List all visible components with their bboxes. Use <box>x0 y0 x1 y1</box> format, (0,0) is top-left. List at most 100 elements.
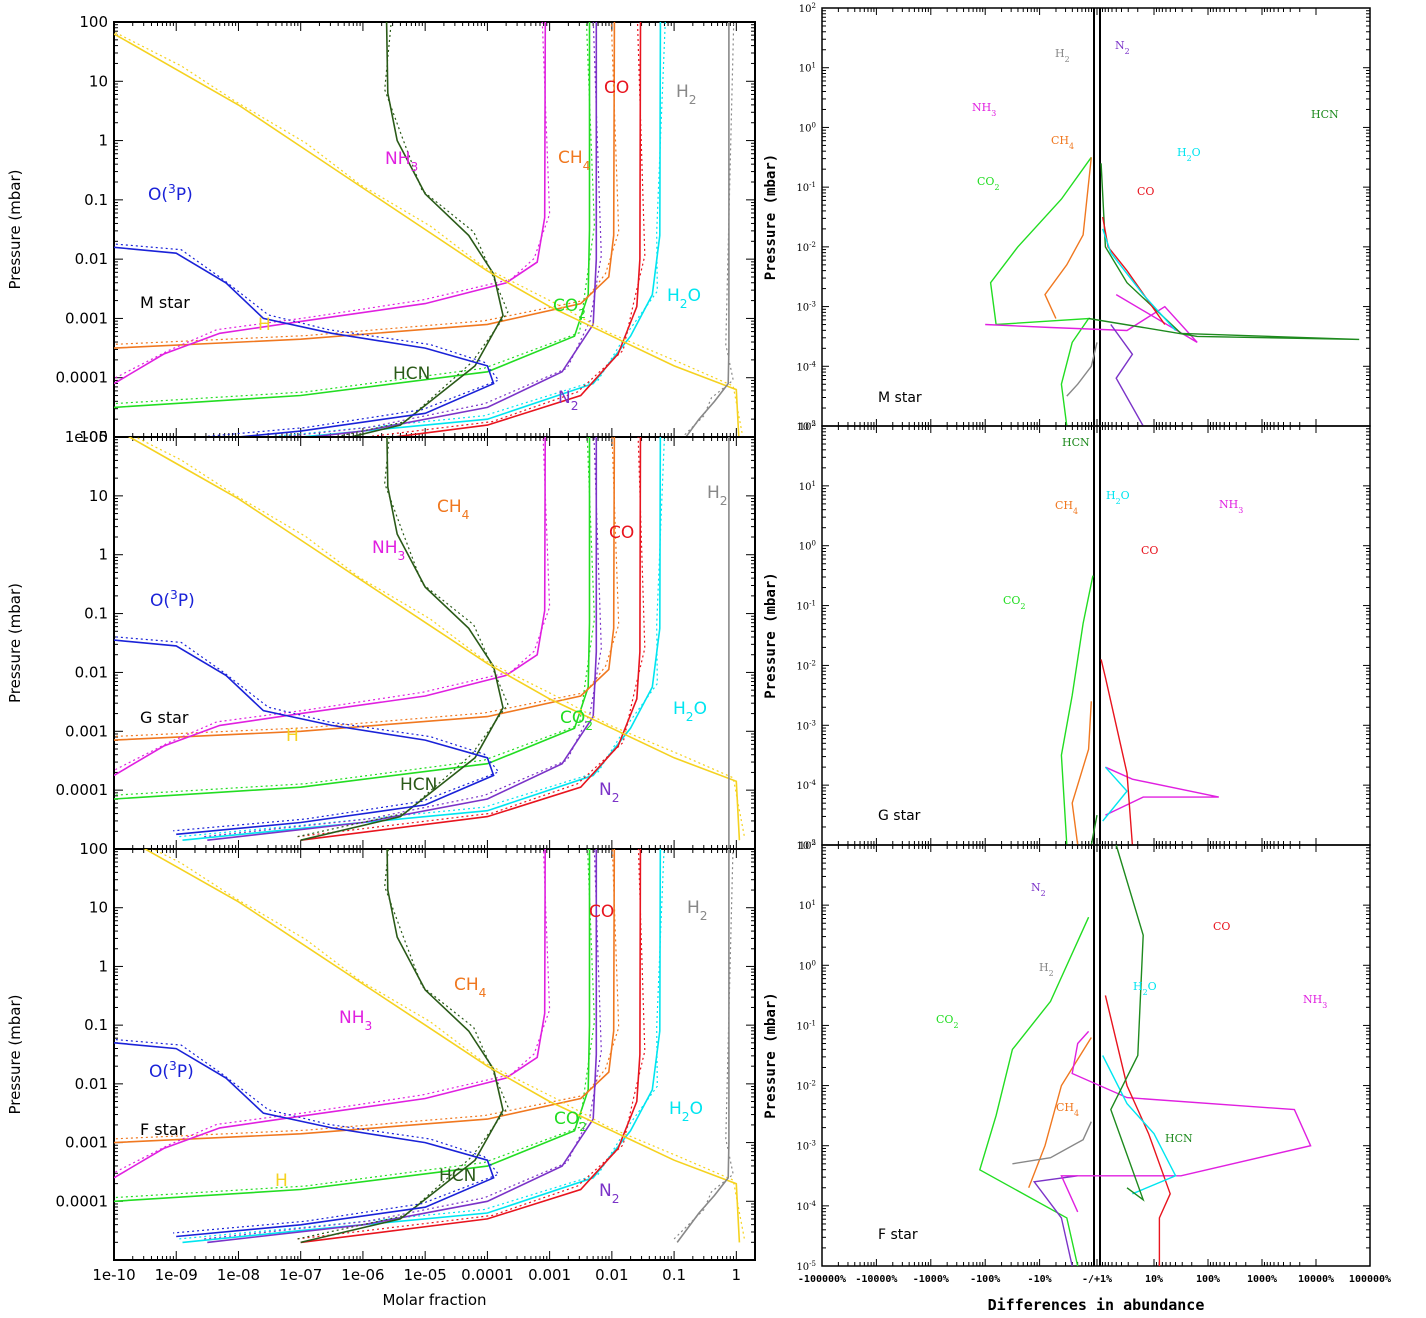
y-tick-label: 10-3 <box>796 1140 816 1153</box>
y-tick-label: 100 <box>799 121 816 134</box>
series-H2O <box>1102 1055 1177 1195</box>
series-NH3 <box>1060 1030 1312 1213</box>
label-H: H <box>258 315 271 335</box>
series-CO2-dotted <box>114 849 596 1199</box>
series-HCN <box>300 849 504 1244</box>
y-tick-label: 10-5 <box>796 1260 816 1273</box>
x-tick-label: 1e-06 <box>341 1266 384 1284</box>
series-NH3 <box>114 437 547 777</box>
label-CO: CO <box>1213 920 1230 933</box>
label-O3P: O(3P) <box>150 588 195 611</box>
label-CO2: CO2 <box>560 708 593 733</box>
y-tick-label: 0.0001 <box>56 1192 109 1210</box>
series-CH4-dotted <box>114 22 620 345</box>
series-group <box>1060 575 1219 845</box>
label-NH3: NH3 <box>972 101 996 118</box>
series-N2 <box>1110 324 1144 426</box>
label-CO2: CO2 <box>977 175 999 192</box>
y-tick-label: 10-5 <box>796 839 816 852</box>
series-HCN <box>1088 163 1360 341</box>
series-H2O-dotted <box>261 22 666 437</box>
label-N2: N2 <box>599 780 620 805</box>
series-CO2 <box>114 437 591 800</box>
y-tick-label: 1 <box>98 132 108 150</box>
y-tick-label: 0.01 <box>75 250 108 268</box>
label-N2: N2 <box>599 1181 620 1206</box>
series-H2O <box>1102 766 1128 822</box>
x-tick-label: 0.1 <box>662 1266 686 1284</box>
x-tick-label: -1000% <box>913 1274 949 1285</box>
y-tick-label: 10-4 <box>796 1200 816 1213</box>
series-H2 <box>1012 1121 1092 1165</box>
label-CO: CO <box>1137 185 1154 198</box>
label-NH3: NH3 <box>339 1008 372 1033</box>
x-axis-label: Differences in abundance <box>988 1296 1205 1314</box>
y-tick-label: 1e-05 <box>65 428 108 446</box>
panel-right-F: 10-5 10-4 10-3 10-2 10-1 100 101 102 Pressure (m… <box>763 839 1391 1314</box>
label-H2: H2 <box>687 898 708 923</box>
series-HCN-dotted <box>297 849 509 1240</box>
y-tick-label: 101 <box>799 480 816 493</box>
panel-label: F star <box>140 1120 186 1139</box>
series-N2-dotted <box>204 437 602 838</box>
plot-frame <box>821 7 1371 427</box>
label-H2O: H2O <box>1177 146 1201 163</box>
panel-label: F star <box>878 1227 918 1243</box>
label-H2: H2 <box>1039 961 1054 978</box>
series-H2-dotted <box>673 849 734 1240</box>
label-CO2: CO2 <box>554 1109 587 1134</box>
series-CH4 <box>114 22 616 349</box>
label-H2: H2 <box>707 483 728 508</box>
label-NH3: NH3 <box>372 538 405 563</box>
series-group <box>114 22 744 437</box>
y-tick-label: 10 <box>89 487 108 505</box>
x-tick-label: 1e-07 <box>279 1266 322 1284</box>
series-HCN <box>1090 814 1098 845</box>
series-H2O-dotted <box>179 849 665 1240</box>
series-CO2 <box>114 849 591 1203</box>
x-tick-label: 100000% <box>1349 1274 1391 1285</box>
series-H <box>143 849 741 1243</box>
series-H <box>114 33 740 437</box>
x-tick-label: -/+1% <box>1082 1274 1112 1285</box>
series-CO-dotted <box>297 849 646 1240</box>
series-HCN <box>1110 845 1145 1202</box>
y-tick-label: 100 <box>79 13 108 31</box>
series-N2 <box>304 22 598 437</box>
label-CH4: CH4 <box>1055 499 1078 516</box>
y-tick-label: 100 <box>799 959 816 972</box>
y-tick-label: 0.01 <box>75 1075 108 1093</box>
y-tick-label: 1 <box>98 957 108 975</box>
label-HCN: HCN <box>393 364 430 384</box>
x-tick-label: -100000% <box>798 1274 846 1285</box>
series-HCN <box>347 22 504 437</box>
y-tick-label: 10-1 <box>796 600 816 613</box>
y-tick-label: 10-4 <box>796 779 816 792</box>
label-HCN_right: HCN <box>1165 1132 1193 1145</box>
y-tick-label: 10-2 <box>796 1080 816 1093</box>
series-CO <box>1104 995 1171 1266</box>
panel-left-M: 1e-05 0.0001 0.001 0.01 0.1 1 10 100 Pressure (m… <box>6 13 756 446</box>
y-tick-label: 101 <box>799 899 816 912</box>
panel-right-M: 10-5 10-4 10-3 10-2 10-1 100 101 102 Pressure (m… <box>763 2 1371 433</box>
series-CH4 <box>1071 701 1092 845</box>
series-H2O <box>1102 228 1177 331</box>
series-CO2 <box>978 916 1090 1266</box>
plot-frame <box>113 848 756 1261</box>
series-group <box>985 156 1360 426</box>
series-H-dotted <box>114 31 744 437</box>
y-tick-label: 10 <box>89 899 108 917</box>
x-tick-label: 10% <box>1145 1274 1163 1285</box>
label-CH4: CH4 <box>437 497 470 522</box>
series-O3P <box>114 1042 495 1238</box>
label-H2O: H2O <box>669 1099 703 1124</box>
y-tick-label: 0.001 <box>65 309 108 327</box>
series-N2 <box>207 849 598 1244</box>
label-HCN_right: HCN <box>1311 108 1339 121</box>
label-CH4: CH4 <box>1051 134 1074 151</box>
label-CO: CO <box>589 902 614 922</box>
y-axis-label: Pressure (mbar) <box>6 583 24 703</box>
label-H2O: H2O <box>667 286 701 311</box>
y-tick-label: 0.0001 <box>56 781 109 799</box>
series-group <box>978 845 1312 1266</box>
